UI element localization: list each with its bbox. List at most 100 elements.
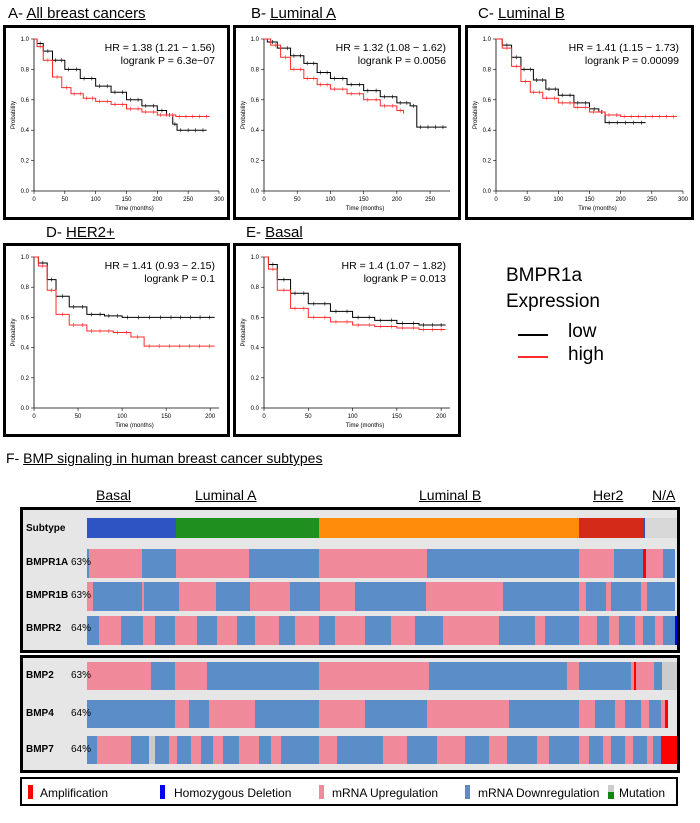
y-tick-label: 1.0 — [21, 37, 30, 43]
x-tick-label: 0 — [262, 414, 266, 420]
hr-label: HR = 1.41 (0.93 − 2.15) — [105, 260, 215, 272]
panel-e-title: E- Basal — [246, 224, 303, 241]
subtype-luminal-b — [319, 518, 579, 538]
km-panel-d: 0.0 0.2 0.4 0.6 0.8 1.0 0 50 100 150 200 Time (mont… — [3, 243, 230, 437]
row-bmp2-bars — [87, 662, 677, 690]
high-curve — [34, 38, 210, 118]
row-bmp2-pct: 63% — [71, 670, 92, 681]
km-panel-c: 0.0 0.2 0.4 0.6 0.8 1.0 0 50 100 150 200 250 300 Time… — [465, 25, 694, 220]
km-panel-b: 0.0 0.2 0.4 0.6 0.8 1.0 0 50 100 150 200 250 Time (m… — [233, 25, 461, 220]
high-curve — [264, 38, 404, 114]
subtype-label: Subtype — [26, 523, 66, 534]
subtype-her2 — [579, 518, 643, 538]
row-bmpr1b-label: BMPR1B — [26, 590, 69, 601]
legend-subtitle: Expression — [506, 291, 600, 312]
legend-deletion: Homozygous Deletion — [174, 786, 292, 800]
x-tick-label: 50 — [305, 414, 312, 420]
subtype-basal — [87, 518, 176, 538]
y-tick-label: 0.6 — [251, 98, 260, 104]
y-tick-label: 1.0 — [483, 37, 492, 43]
y-tick-label: 0.0 — [21, 406, 30, 412]
x-tick-label: 100 — [348, 414, 359, 420]
y-tick-label: 0.6 — [251, 315, 260, 321]
row-bmpr1a-pct: 63% — [71, 557, 92, 568]
y-tick-label: 0.2 — [483, 159, 492, 165]
low-curve — [264, 256, 446, 326]
x-tick-label: 250 — [183, 197, 194, 203]
panel-b-title: B- Luminal A — [251, 5, 337, 22]
x-tick-label: 100 — [553, 197, 564, 203]
oncoprint-ligands: BMP2 63% BMP4 64% BMP7 64% — [20, 655, 680, 773]
mutation-swatch — [608, 792, 614, 799]
y-tick-label: 0.4 — [251, 128, 260, 134]
x-tick-label: 0 — [262, 197, 266, 203]
y-tick-label: 0.0 — [251, 406, 260, 412]
oncoprint-legend: Amplification Homozygous Deletion mRNA U… — [20, 777, 678, 806]
x-tick-label: 50 — [294, 197, 301, 203]
legend-downregulation: mRNA Downregulation — [478, 786, 600, 800]
x-tick-label: 150 — [359, 197, 370, 203]
high-curve — [34, 256, 215, 347]
x-tick-label: 100 — [325, 197, 336, 203]
panel-c-title: C- Luminal B — [478, 5, 565, 22]
y-tick-label: 0.2 — [21, 376, 30, 382]
hr-label: HR = 1.32 (1.08 − 1.62) — [336, 42, 446, 54]
y-tick-label: 0.0 — [251, 189, 260, 195]
x-axis-label: Time (months) — [346, 206, 384, 212]
x-tick-label: 0 — [494, 197, 498, 203]
row-bmp4-pct: 64% — [71, 708, 92, 719]
km-panel-e: 0.0 0.2 0.4 0.6 0.8 1.0 0 50 100 150 200 Time (mont… — [233, 243, 461, 437]
x-tick-label: 200 — [205, 414, 216, 420]
logrank-label: logrank P = 0.00099 — [585, 55, 679, 67]
km-plot-e: 0.0 0.2 0.4 0.6 0.8 1.0 0 50 100 150 200 Time (mont… — [241, 255, 450, 429]
x-tick-label: 250 — [425, 197, 436, 203]
y-tick-label: 1.0 — [251, 37, 260, 43]
low-curve — [34, 256, 215, 318]
x-tick-label: 150 — [161, 414, 172, 420]
y-tick-label: 0.8 — [251, 67, 260, 73]
x-axis-label: Time (months) — [346, 423, 384, 429]
y-tick-label: 0.2 — [21, 159, 30, 165]
x-tick-label: 50 — [524, 197, 531, 203]
mutation-swatch-top — [608, 785, 614, 792]
row-bmpr2-label: BMPR2 — [26, 623, 62, 634]
x-tick-label: 150 — [584, 197, 595, 203]
high-curve — [264, 256, 446, 330]
x-tick-label: 0 — [32, 414, 36, 420]
legend-high-line — [518, 356, 548, 358]
y-tick-label: 0.0 — [483, 189, 492, 195]
deletion-swatch — [160, 785, 165, 799]
x-tick-label: 100 — [91, 197, 102, 203]
y-tick-label: 0.0 — [21, 189, 30, 195]
amplification-swatch — [28, 785, 33, 799]
logrank-label: logrank P = 0.0056 — [358, 55, 446, 67]
row-bmpr2-pct: 64% — [71, 623, 92, 634]
legend-low-label: low — [568, 321, 597, 342]
hr-label: HR = 1.41 (1.15 − 1.73) — [569, 42, 679, 54]
legend-amplification: Amplification — [40, 786, 109, 800]
logrank-label: logrank P = 6.3e−07 — [121, 55, 216, 67]
x-tick-label: 0 — [32, 197, 36, 203]
y-tick-label: 0.8 — [251, 285, 260, 291]
y-axis-label: Probability — [11, 101, 17, 129]
km-plot-b: 0.0 0.2 0.4 0.6 0.8 1.0 0 50 100 150 200 250 Time (m… — [241, 37, 450, 212]
y-tick-label: 0.8 — [21, 285, 30, 291]
km-plot-d: 0.0 0.2 0.4 0.6 0.8 1.0 0 50 100 150 200 Time (mont… — [11, 255, 219, 429]
low-curve — [264, 38, 447, 128]
y-tick-label: 0.4 — [251, 346, 260, 352]
y-tick-label: 0.8 — [21, 67, 30, 73]
y-tick-label: 0.8 — [483, 67, 492, 73]
group-her2: Her2 — [593, 487, 624, 503]
group-luminal-b: Luminal B — [419, 487, 482, 503]
downregulation-swatch — [465, 785, 470, 799]
x-tick-label: 200 — [436, 414, 447, 420]
row-bmp4-bars — [87, 700, 677, 728]
row-bmpr1b-pct: 63% — [71, 590, 92, 601]
y-tick-label: 1.0 — [251, 255, 260, 261]
x-axis-label: Time (months) — [578, 206, 616, 212]
group-basal: Basal — [96, 487, 132, 503]
subtype-bar — [87, 518, 677, 538]
x-tick-label: 200 — [616, 197, 627, 203]
row-bmpr1b-bars — [87, 582, 675, 611]
x-tick-label: 300 — [678, 197, 689, 203]
